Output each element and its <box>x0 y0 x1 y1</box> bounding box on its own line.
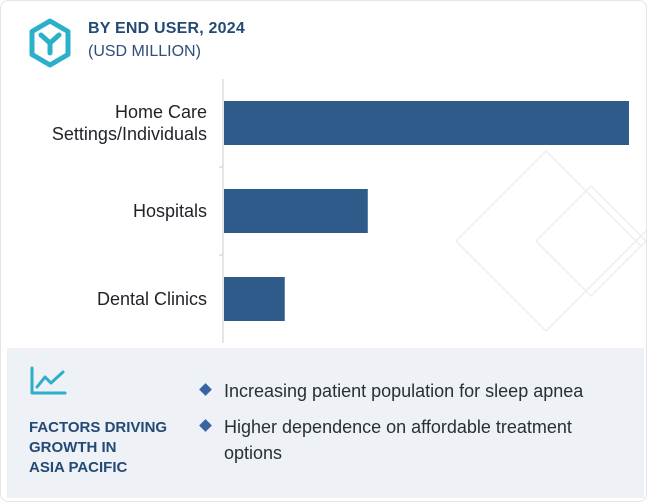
factors-title-line: GROWTH IN <box>29 439 117 456</box>
factors-title-line: FACTORS DRIVING <box>29 419 168 436</box>
list-item: Higher dependence on affordable treatmen… <box>199 414 629 466</box>
category-label: Hospitals <box>133 201 207 221</box>
list-item: Increasing patient population for sleep … <box>199 378 629 404</box>
category-label: Settings/Individuals <box>52 124 207 144</box>
chart-title: BY END USER, 2024 <box>88 20 245 37</box>
chart-subtitle: (USD MILLION) <box>88 43 201 60</box>
chart-header: BY END USER, 2024 (USD MILLION) <box>28 18 245 68</box>
bar <box>224 101 629 145</box>
category-label: Dental Clinics <box>97 289 207 309</box>
category-label: Home Care <box>115 102 207 122</box>
diamond-bullet-icon <box>199 419 212 432</box>
factor-text: Increasing patient population for sleep … <box>224 381 584 401</box>
bar <box>224 189 368 233</box>
factor-text: Higher dependence on affordable treatmen… <box>224 417 572 463</box>
bar <box>224 277 285 321</box>
factors-panel: FACTORS DRIVING GROWTH IN ASIA PACIFIC I… <box>7 348 644 498</box>
factors-title-line: ASIA PACIFIC <box>29 459 128 476</box>
diamond-bullet-icon <box>199 383 212 396</box>
y-hexagon-logo-icon <box>29 18 71 68</box>
trend-line-icon <box>30 366 67 395</box>
factors-title: FACTORS DRIVING GROWTH IN ASIA PACIFIC <box>29 418 167 478</box>
factors-list: Increasing patient population for sleep … <box>199 378 629 476</box>
